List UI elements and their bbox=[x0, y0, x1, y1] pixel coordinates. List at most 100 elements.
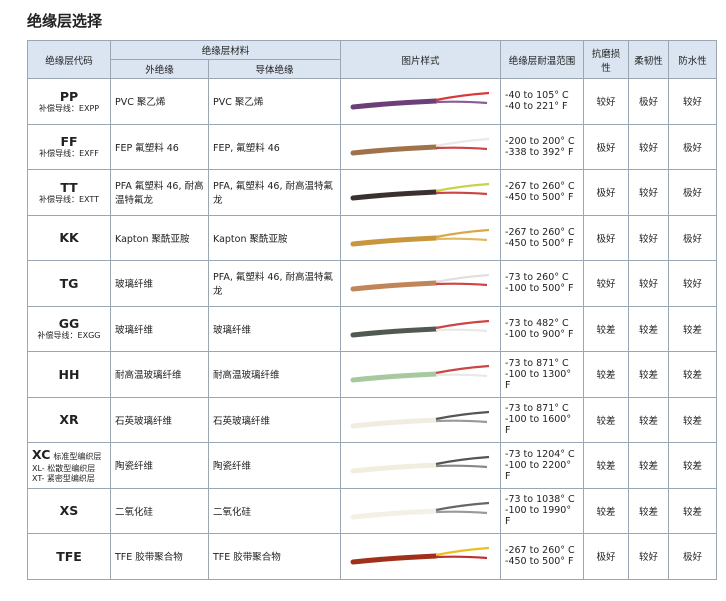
cable-image bbox=[350, 274, 490, 292]
temp-cell: -73 to 260° C -100 to 500° F bbox=[500, 260, 585, 307]
image-cell bbox=[340, 214, 502, 261]
code: KK bbox=[59, 230, 79, 246]
outer-cell: 玻璃纤维 bbox=[110, 305, 209, 352]
outer-cell: 耐高温玻璃纤维 bbox=[110, 351, 209, 398]
code-note: 补偿导线：EXPP bbox=[38, 103, 100, 113]
flexibility-cell: 极好 bbox=[628, 78, 670, 125]
code-cell: TT 补偿导线：EXTT bbox=[27, 169, 111, 216]
cable-wire bbox=[435, 365, 490, 375]
abrasion-cell: 较差 bbox=[583, 487, 630, 534]
code-cell: XR bbox=[27, 396, 111, 443]
code: PP bbox=[59, 88, 79, 104]
image-cell bbox=[340, 305, 502, 352]
abrasion-cell: 较差 bbox=[583, 442, 630, 489]
table-row: KK Kapton 聚酰亚胺 Kapton 聚酰亚胺 -267 to 260° C -4… bbox=[27, 214, 718, 261]
conductor-cell: TFE 胶带聚合物 bbox=[207, 533, 342, 580]
table-row: TT 补偿导线：EXTT PFA 氟塑料 46, 耐高温特氟龙 PFA, 氟塑料 46… bbox=[27, 169, 718, 216]
image-cell bbox=[340, 260, 502, 307]
image-cell bbox=[340, 78, 502, 125]
outer-cell: 陶瓷纤维 bbox=[110, 442, 209, 489]
cable-wire bbox=[435, 373, 488, 378]
code-note: 补偿导线：EXFF bbox=[39, 149, 99, 159]
cable-jacket bbox=[350, 189, 439, 201]
temp-line: -40 to 105° C bbox=[505, 90, 569, 102]
water-cell: 较好 bbox=[668, 260, 718, 307]
abrasion-cell: 较好 bbox=[583, 78, 630, 125]
cable-wire bbox=[435, 547, 490, 557]
cable-image bbox=[350, 137, 490, 156]
flexibility-cell: 较好 bbox=[628, 260, 670, 307]
cable-image bbox=[350, 228, 490, 247]
conductor-cell: Kapton 聚酰亚胺 bbox=[207, 214, 342, 261]
header-cell: 导体绝缘 bbox=[207, 59, 342, 79]
cable-image bbox=[350, 456, 490, 474]
water-cell: 较差 bbox=[668, 305, 718, 352]
temp-line: -450 to 500° F bbox=[505, 556, 574, 568]
outer-cell: TFE 胶带聚合物 bbox=[110, 533, 209, 580]
cable-wire bbox=[435, 100, 488, 105]
cable-wire bbox=[435, 501, 490, 511]
conductor-cell: PFA, 氟塑料 46, 耐高温特氟龙 bbox=[207, 260, 342, 307]
outer-cell: FEP 氟塑料 46 bbox=[110, 123, 209, 170]
code-cell: KK bbox=[27, 214, 111, 261]
cable-jacket bbox=[350, 417, 439, 429]
code-note: 补偿导线：EXGG bbox=[37, 331, 101, 341]
water-cell: 极好 bbox=[668, 214, 718, 261]
code: TG bbox=[59, 275, 79, 291]
water-cell: 较差 bbox=[668, 396, 718, 443]
code-line: XC 标准型编织层 bbox=[32, 447, 106, 464]
cable-image bbox=[350, 365, 490, 383]
abrasion-cell: 较差 bbox=[583, 351, 630, 398]
temp-line: -267 to 260° C bbox=[505, 545, 575, 557]
cable-wire bbox=[435, 146, 488, 150]
water-cell: 较差 bbox=[668, 442, 718, 489]
temp-line: -100 to 1300° F bbox=[505, 368, 572, 391]
image-cell bbox=[340, 351, 502, 398]
outer-cell: Kapton 聚酰亚胺 bbox=[110, 214, 209, 261]
temp-line: -73 to 871° C bbox=[505, 357, 569, 369]
image-cell bbox=[340, 396, 502, 443]
cable-wire bbox=[435, 191, 488, 196]
outer-cell: 二氧化硅 bbox=[110, 487, 209, 534]
temp-cell: -267 to 260° C -450 to 500° F bbox=[500, 533, 585, 580]
water-cell: 极好 bbox=[668, 123, 718, 170]
cable-jacket bbox=[350, 144, 439, 156]
temp-cell: -73 to 871° C -100 to 1300° F bbox=[500, 351, 585, 398]
code: TT bbox=[60, 179, 78, 195]
flexibility-cell: 较好 bbox=[628, 533, 670, 580]
cable-image bbox=[350, 92, 490, 110]
page-title: 绝缘层选择 bbox=[27, 12, 103, 30]
temp-line: -73 to 1038° C bbox=[505, 494, 575, 506]
flexibility-cell: 较差 bbox=[628, 396, 670, 443]
cable-wire bbox=[435, 92, 490, 102]
cable-wire bbox=[435, 237, 488, 241]
image-cell bbox=[340, 169, 502, 216]
temp-line: -100 to 2200° F bbox=[505, 459, 572, 482]
outer-cell: PFA 氟塑料 46, 耐高温特氟龙 bbox=[110, 169, 209, 216]
conductor-cell: PFA, 氟塑料 46, 耐高温特氟龙 bbox=[207, 169, 342, 216]
code-cell: XC 标准型编织层 XL- 松散型编织层 XT- 紧密型编织层 bbox=[27, 442, 111, 489]
cable-jacket bbox=[350, 462, 439, 474]
cable-image bbox=[350, 410, 490, 429]
cable-image bbox=[350, 183, 490, 201]
image-cell bbox=[340, 442, 502, 489]
flexibility-cell: 较好 bbox=[628, 214, 670, 261]
table-row: XC 标准型编织层 XL- 松散型编织层 XT- 紧密型编织层 陶瓷纤维 陶瓷纤维 -73 … bbox=[27, 442, 718, 489]
temp-cell: -73 to 482° C -100 to 900° F bbox=[500, 305, 585, 352]
temp-line: -73 to 1204° C bbox=[505, 448, 575, 460]
water-cell: 较好 bbox=[668, 78, 718, 125]
temp-line: -40 to 221° F bbox=[505, 101, 568, 113]
abrasion-cell: 极好 bbox=[583, 214, 630, 261]
insulation-table: 绝缘层代码 绝缘层材料 图片样式 绝缘层耐温范围 抗磨损性 柔韧性 防水性 外绝… bbox=[27, 40, 718, 580]
outer-cell: 石英玻璃纤维 bbox=[110, 396, 209, 443]
cable-jacket bbox=[350, 371, 439, 383]
code: GG bbox=[58, 316, 80, 332]
temp-line: -100 to 500° F bbox=[505, 283, 574, 295]
outer-cell: PVC 聚乙烯 bbox=[110, 78, 209, 125]
abrasion-cell: 极好 bbox=[583, 533, 630, 580]
table-row: XR 石英玻璃纤维 石英玻璃纤维 -73 to 871° C -100 to 1600°… bbox=[27, 396, 718, 443]
code: XC bbox=[32, 446, 51, 462]
conductor-cell: PVC 聚乙烯 bbox=[207, 78, 342, 125]
water-cell: 极好 bbox=[668, 533, 718, 580]
